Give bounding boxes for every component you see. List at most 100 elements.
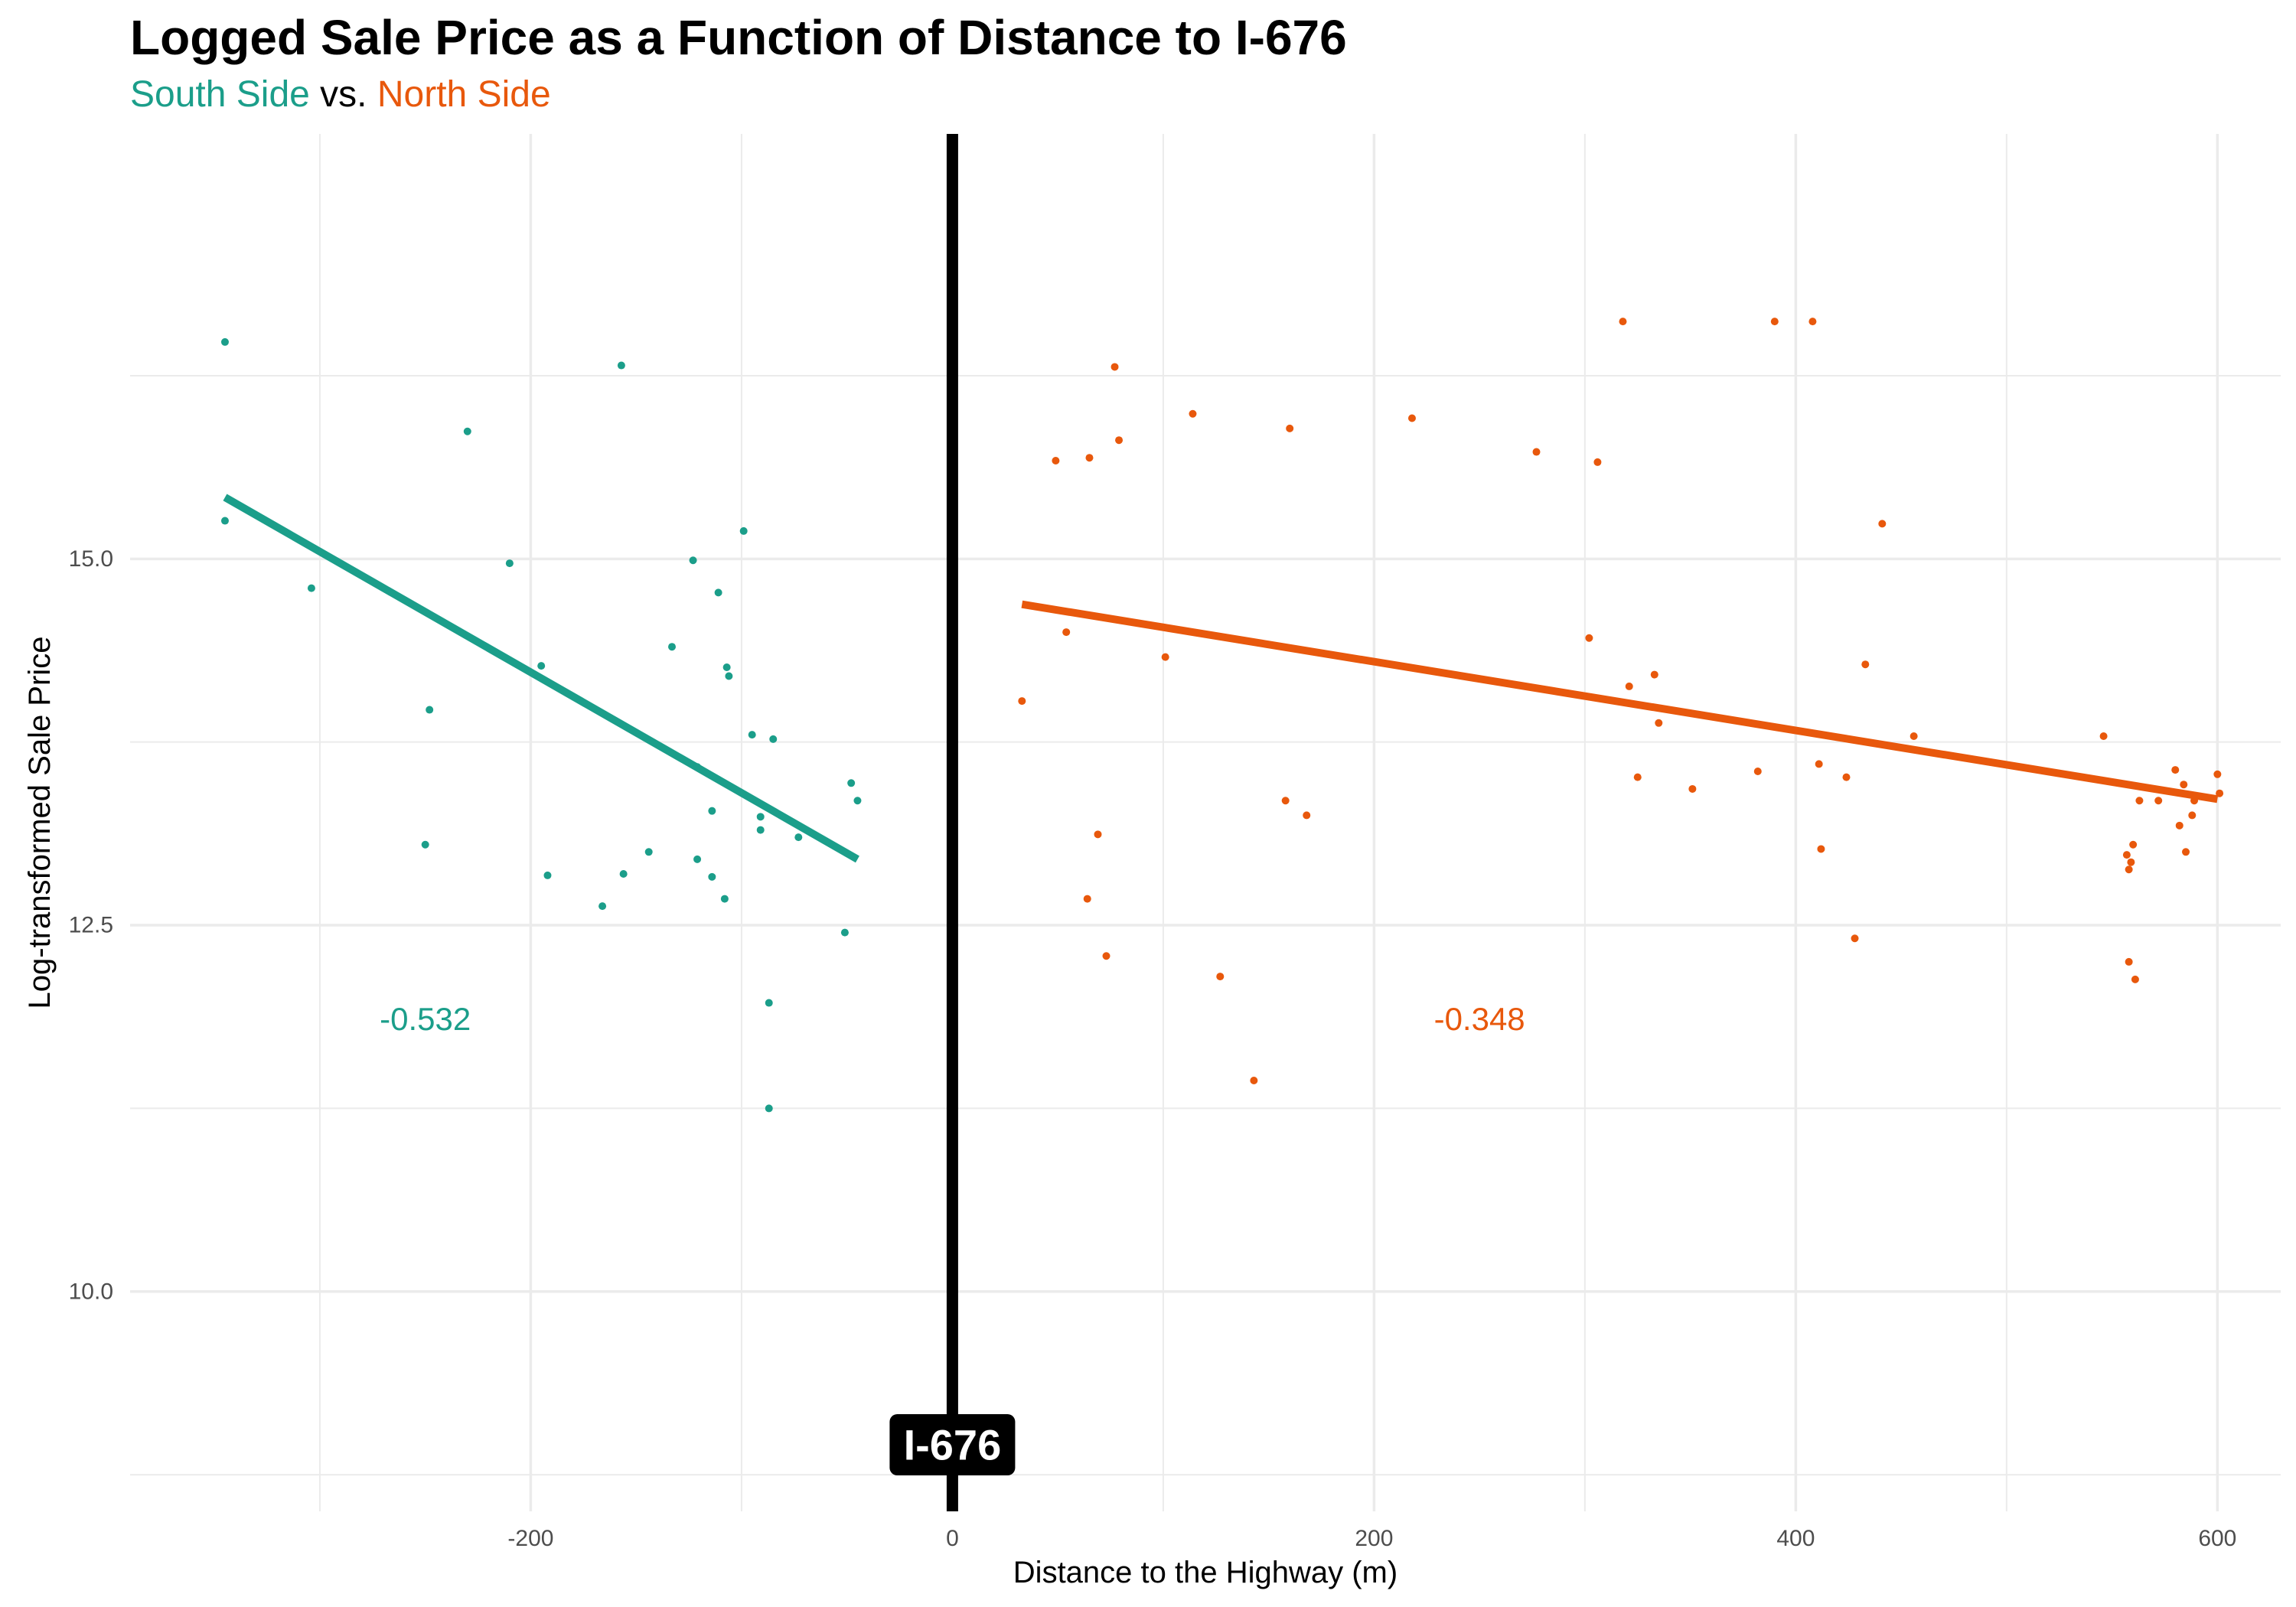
south-point bbox=[756, 826, 765, 834]
data-points bbox=[220, 318, 2224, 1113]
north-point bbox=[1625, 682, 1633, 690]
south-point bbox=[714, 588, 722, 597]
x-tick-label: 400 bbox=[1776, 1526, 1815, 1551]
x-tick-label: 0 bbox=[946, 1526, 959, 1551]
north-point bbox=[1753, 767, 1762, 775]
north-point bbox=[1407, 414, 1416, 422]
north-point bbox=[1861, 660, 1870, 669]
slope-labels: -0.532 -0.348 bbox=[380, 1001, 1525, 1037]
south-point bbox=[725, 672, 733, 680]
north-point bbox=[1286, 424, 1294, 432]
north-point bbox=[2154, 797, 2163, 805]
south-point bbox=[617, 361, 625, 370]
grid-major bbox=[130, 134, 2281, 1511]
highway-label: I-676 bbox=[904, 1421, 1002, 1469]
south-point bbox=[693, 855, 702, 863]
south-point bbox=[421, 840, 429, 849]
south-point bbox=[765, 999, 773, 1007]
north-point bbox=[1878, 520, 1887, 528]
north-point bbox=[2127, 858, 2135, 866]
north-point bbox=[1085, 454, 1094, 462]
north-point bbox=[1655, 719, 1663, 727]
x-axis-title: Distance to the Highway (m) bbox=[1013, 1556, 1397, 1589]
x-tick-label: 200 bbox=[1355, 1526, 1393, 1551]
north-point bbox=[1910, 732, 1918, 741]
south-point bbox=[505, 559, 514, 568]
south-point bbox=[769, 735, 778, 743]
south-point bbox=[722, 663, 731, 672]
north-point bbox=[2099, 732, 2108, 741]
north-point bbox=[2131, 975, 2139, 983]
south-point bbox=[840, 928, 849, 937]
north-point bbox=[2175, 821, 2183, 830]
north-point bbox=[1250, 1077, 1258, 1085]
north-point bbox=[2180, 781, 2188, 789]
south-point bbox=[543, 871, 552, 879]
north-point bbox=[2190, 797, 2199, 805]
y-tick-label: 12.5 bbox=[69, 913, 113, 938]
y-tick-label: 15.0 bbox=[69, 546, 113, 572]
south-point bbox=[756, 813, 765, 821]
north-point bbox=[1110, 363, 1119, 371]
south-point bbox=[794, 833, 803, 842]
north-point bbox=[2122, 851, 2131, 859]
y-axis-title: Log-transformed Sale Price bbox=[23, 637, 57, 1009]
south-point bbox=[739, 526, 748, 535]
north-point bbox=[1083, 895, 1091, 903]
north-point bbox=[1619, 318, 1627, 326]
north-point bbox=[2129, 840, 2138, 849]
north-point bbox=[2125, 957, 2133, 966]
subtitle-vs: vs. bbox=[309, 74, 377, 115]
north-point bbox=[2171, 766, 2180, 774]
south-point bbox=[220, 337, 229, 346]
south-point bbox=[847, 779, 856, 787]
north-point bbox=[1650, 670, 1658, 679]
north-point bbox=[1808, 318, 1817, 326]
north-point bbox=[1842, 773, 1851, 781]
north-point bbox=[2135, 797, 2144, 805]
south-point bbox=[220, 517, 229, 525]
subtitle-south: South Side bbox=[130, 74, 310, 115]
north-point bbox=[1189, 409, 1197, 418]
north-point bbox=[1161, 653, 1169, 661]
north-point bbox=[1115, 436, 1124, 445]
south-point bbox=[426, 706, 434, 714]
south-point bbox=[708, 872, 716, 881]
north-point bbox=[1633, 773, 1642, 781]
north-fit-line bbox=[1021, 600, 2219, 804]
north-point bbox=[1593, 458, 1602, 466]
north-slope-label: -0.348 bbox=[1434, 1001, 1525, 1037]
north-point bbox=[1303, 811, 1311, 820]
highway-cutoff: I-676 bbox=[889, 134, 1016, 1511]
south-point bbox=[668, 643, 677, 651]
north-point bbox=[1216, 973, 1225, 981]
subtitle-north: North Side bbox=[377, 74, 551, 115]
north-point bbox=[1281, 797, 1290, 805]
south-slope-label: -0.532 bbox=[380, 1001, 471, 1037]
chart-subtitle: South Side vs. North Side bbox=[130, 73, 551, 116]
x-axis-ticks: -200 0 200 400 600 bbox=[507, 1526, 2236, 1551]
x-tick-label: 600 bbox=[2198, 1526, 2236, 1551]
north-point bbox=[1770, 318, 1779, 326]
south-point bbox=[307, 584, 315, 592]
north-point bbox=[1094, 830, 1102, 839]
north-point bbox=[2125, 865, 2133, 874]
north-point bbox=[1688, 784, 1697, 793]
south-point bbox=[765, 1104, 773, 1113]
north-point bbox=[1817, 845, 1825, 853]
north-point bbox=[2188, 811, 2197, 820]
north-point bbox=[2213, 770, 2222, 778]
south-point bbox=[708, 807, 716, 815]
y-axis-ticks: 10.0 12.5 15.0 bbox=[69, 546, 113, 1304]
north-point bbox=[2182, 848, 2190, 856]
north-point bbox=[1062, 628, 1071, 637]
north-point bbox=[1532, 448, 1541, 456]
south-point bbox=[689, 556, 697, 565]
x-tick-label: -200 bbox=[507, 1526, 553, 1551]
south-point bbox=[693, 763, 702, 771]
south-point bbox=[598, 902, 607, 911]
north-point bbox=[2216, 789, 2224, 797]
north-point bbox=[1052, 457, 1060, 465]
north-point bbox=[1585, 634, 1593, 642]
grid-minor bbox=[130, 134, 2281, 1511]
